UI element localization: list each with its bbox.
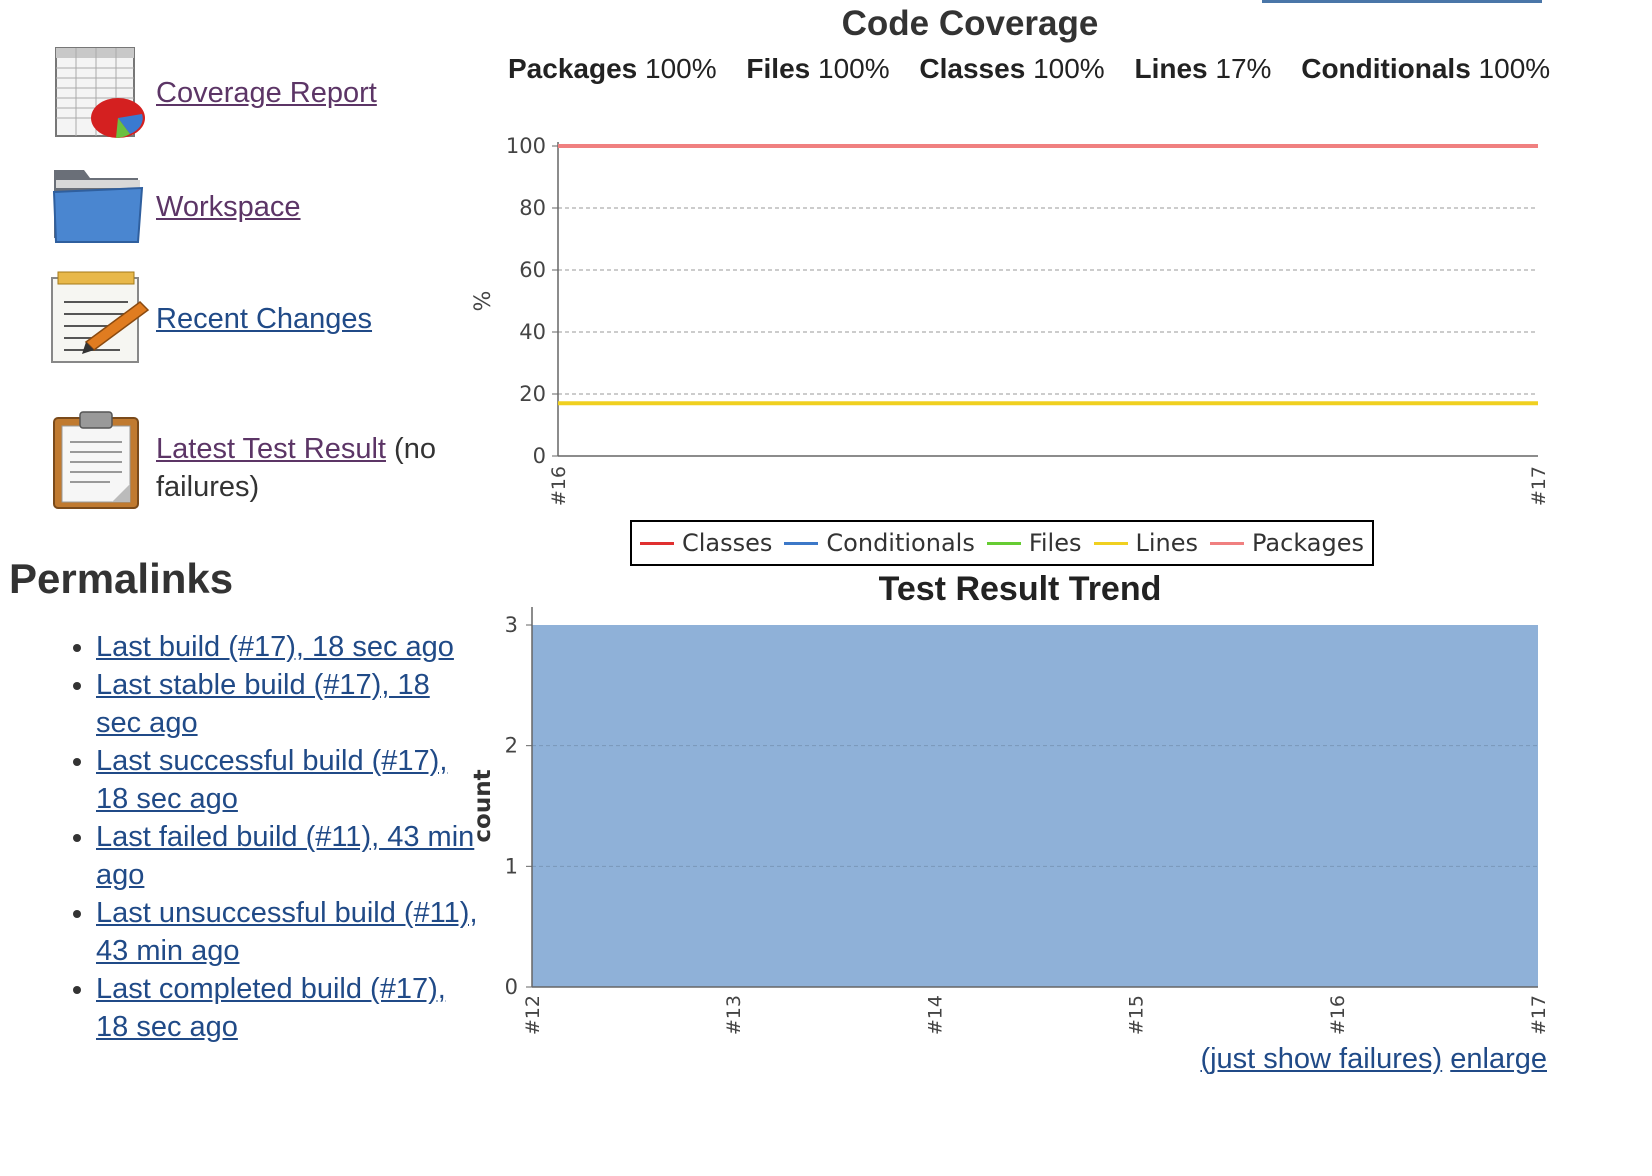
coverage-xtick-label: #17 [1528,466,1550,506]
coverage-ytick-label: 20 [519,382,546,406]
trend-xtick-label: #12 [522,995,544,1035]
legend-label: Lines [1135,529,1199,557]
permalink-item: Last completed build (#17), 18 sec ago [96,970,480,1046]
trend-xtick-label: #17 [1528,995,1550,1035]
latest-test-result-status: (no failures) [156,433,436,503]
trend-xtick-label: #13 [723,995,745,1035]
coverage-report-link[interactable]: Coverage Report [156,77,377,109]
legend-swatch [1210,541,1245,545]
legend-swatch [784,541,819,545]
trend-y-axis-label: count [470,769,496,842]
permalinks-heading: Permalinks [9,555,234,602]
legend-label: Conditionals [826,529,975,557]
notepad-icon [51,271,150,363]
legend-item-classes: Classes [640,529,772,557]
task-latest-test-result[interactable]: Latest Test Result (no failures) [50,410,456,510]
coverage-ytick-label: 40 [519,320,546,344]
legend-label: Packages [1252,529,1365,557]
legend-swatch [640,541,674,545]
latest-test-result-link[interactable]: Latest Test Result [156,433,386,465]
legend-item-packages: Packages [1210,529,1364,557]
last-successful-build-link[interactable]: Last successful build (#17), 18 sec ago [96,745,448,815]
coverage-lines-label: Lines [1134,53,1208,84]
enlarge-link[interactable]: enlarge [1450,1043,1547,1075]
coverage-packages-value: 100% [645,53,717,84]
last-failed-build-link[interactable]: Last failed build (#11), 43 min ago [96,821,475,891]
permalink-item: Last stable build (#17), 18 sec ago [96,666,480,742]
task-recent-changes[interactable]: Recent Changes [50,270,456,370]
coverage-packages-label: Packages [508,53,638,84]
clipboard-icon [53,411,139,509]
last-unsuccessful-build-link[interactable]: Last unsuccessful build (#11), 43 min ag… [96,897,478,967]
trend-links: (just show failures) enlarge [1200,1043,1547,1076]
legend-label: Files [1028,529,1082,557]
coverage-ytick-label: 60 [519,258,546,282]
coverage-files-value: 100% [818,53,890,84]
coverage-summary: Packages 100% Files 100% Classes 100% Li… [508,50,1568,88]
coverage-title: Code Coverage [841,4,1099,43]
test-trend-area [532,625,1538,987]
trend-xtick-label: #16 [1327,995,1349,1035]
task-coverage-report[interactable]: Coverage Report [50,44,456,144]
permalink-item: Last build (#17), 18 sec ago [96,628,480,666]
legend-item-conditionals: Conditionals [784,529,975,557]
permalinks-list: Last build (#17), 18 sec ago Last stable… [0,628,480,1046]
coverage-ytick-label: 0 [533,444,546,468]
permalink-item: Last unsuccessful build (#11), 43 min ag… [96,894,480,970]
trend-xtick-label: #15 [1126,995,1148,1035]
coverage-conditionals-value: 100% [1478,53,1551,84]
legend-label: Classes [682,529,773,557]
coverage-classes-value: 100% [1033,53,1105,84]
coverage-lines-value: 17% [1215,53,1272,84]
top-bar [1262,0,1542,3]
trend-ytick-label: 1 [505,854,518,878]
legend-item-files: Files [986,529,1082,557]
legend-item-lines: Lines [1093,529,1199,557]
legend-swatch [1093,541,1128,545]
trend-ytick-label: 2 [505,734,518,758]
task-workspace[interactable]: Workspace [50,158,456,258]
coverage-xtick-label: #16 [548,466,570,506]
coverage-chart[interactable]: 0 20 40 60 80 100% #16 #17 [460,128,1560,520]
coverage-ytick-label: 80 [519,196,546,220]
last-completed-build-link[interactable]: Last completed build (#17), 18 sec ago [96,973,446,1043]
trend-ytick-label: 3 [505,613,518,637]
last-stable-build-link[interactable]: Last stable build (#17), 18 sec ago [96,669,430,739]
permalink-item: Last failed build (#11), 43 min ago [96,818,480,894]
coverage-y-axis-label: % [471,291,496,312]
recent-changes-link[interactable]: Recent Changes [156,303,373,335]
coverage-conditionals-label: Conditionals [1301,53,1471,84]
folder-icon [52,170,144,243]
coverage-ytick-label: 100 [506,134,546,158]
test-trend-chart[interactable]: 0 1 2 3 count #12 #13 #14 #15 #16 #17 [460,600,1560,1040]
coverage-files-label: Files [746,53,811,84]
coverage-report-icon [55,47,145,138]
trend-ytick-label: 0 [505,975,518,999]
trend-xtick-label: #14 [924,995,946,1035]
just-show-failures-link[interactable]: (just show failures) [1200,1043,1443,1075]
workspace-link[interactable]: Workspace [156,191,301,223]
permalink-item: Last successful build (#17), 18 sec ago [96,742,480,818]
legend-swatch [986,541,1021,545]
test-trend-title: Test Result Trend [878,570,1162,608]
coverage-legend: Classes Conditionals Files Lines Packages [630,520,1375,566]
last-build-link[interactable]: Last build (#17), 18 sec ago [96,631,454,663]
coverage-classes-label: Classes [919,53,1026,84]
